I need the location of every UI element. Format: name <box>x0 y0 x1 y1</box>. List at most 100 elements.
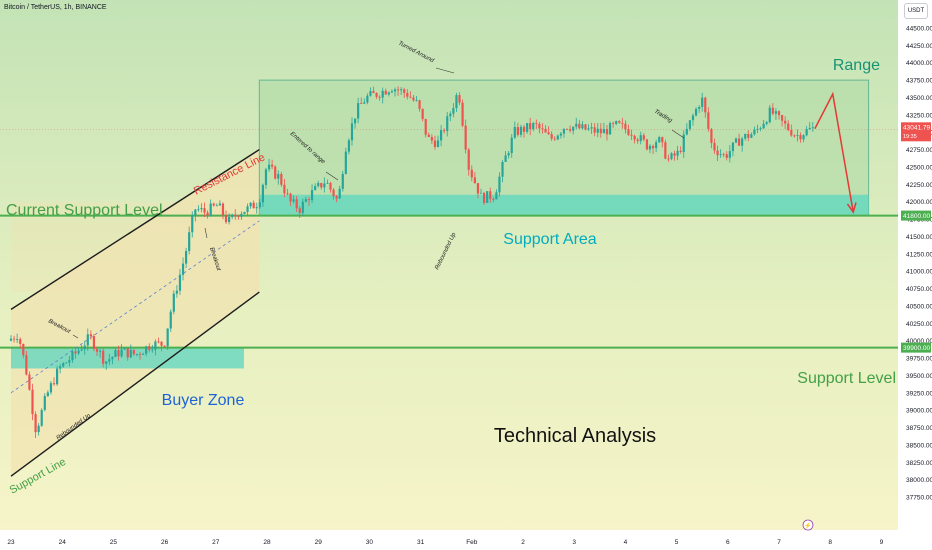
candle-body <box>572 126 575 131</box>
candle-body <box>102 350 105 364</box>
candle-body <box>784 120 787 124</box>
candle-body <box>645 139 649 150</box>
candle-body <box>424 118 427 135</box>
candle-body <box>753 129 756 135</box>
y-tick-label: 37750.00 <box>906 495 932 502</box>
candle-body <box>375 93 378 97</box>
candle-body <box>550 134 553 139</box>
candle-body <box>768 107 771 123</box>
y-tick-label: 40500.00 <box>906 303 932 310</box>
candle-body <box>553 138 556 140</box>
candle-body <box>396 89 400 91</box>
candle-body <box>615 121 618 124</box>
candle-body <box>329 182 332 190</box>
candle-body <box>679 150 682 152</box>
candle-body <box>519 126 523 135</box>
candle-body <box>347 140 351 152</box>
candle-body <box>80 349 83 351</box>
candle-body <box>65 362 68 364</box>
candle-body <box>661 137 664 143</box>
candle-body <box>289 193 292 202</box>
candle-body <box>274 166 277 179</box>
candle-body <box>49 383 53 393</box>
x-tick-label: 30 <box>366 539 374 546</box>
candle-body <box>495 192 498 200</box>
candle-body <box>728 151 731 158</box>
candle-body <box>756 128 759 130</box>
candle-body <box>436 140 440 147</box>
candle-body <box>461 102 464 126</box>
candle-body <box>12 338 16 340</box>
candle-body <box>565 128 569 130</box>
candle-body <box>117 350 120 357</box>
candle-body <box>522 126 526 132</box>
channel-fill <box>11 149 260 477</box>
candle-body <box>111 356 114 360</box>
candle-body <box>590 127 593 129</box>
candle-body <box>741 138 744 146</box>
candle-body <box>765 122 768 124</box>
candle-body <box>261 184 265 203</box>
technical-analysis-label: Technical Analysis <box>494 425 656 447</box>
candle-body <box>639 135 642 142</box>
candle-body <box>651 145 655 149</box>
x-tick-label: 28 <box>263 539 271 546</box>
x-tick-label: 6 <box>726 539 730 546</box>
currency-button[interactable]: USDT <box>904 3 928 19</box>
candle-body <box>98 350 102 352</box>
y-tick-label: 39750.00 <box>906 356 932 363</box>
candle-body <box>439 130 443 141</box>
y-tick-label: 42000.00 <box>906 199 932 206</box>
candle-body <box>52 383 56 385</box>
y-tick-label: 44250.00 <box>906 43 932 50</box>
x-tick-label: 4 <box>624 539 628 546</box>
candle-body <box>55 368 59 385</box>
x-tick-label: 31 <box>417 539 425 546</box>
x-tick-label: 24 <box>59 539 67 546</box>
level-price-value: 41800.00 <box>903 213 930 220</box>
y-tick-label: 40250.00 <box>906 321 932 328</box>
candle-body <box>240 213 243 217</box>
candle-body <box>314 186 317 191</box>
candle-body <box>185 250 188 264</box>
candle-body <box>584 124 587 130</box>
candle-body <box>332 189 335 197</box>
candle-body <box>790 129 793 136</box>
candle-body <box>234 214 237 217</box>
candle-body <box>197 209 200 211</box>
candle-body <box>612 123 615 124</box>
candle-body <box>685 128 688 135</box>
candle-body <box>713 142 716 151</box>
candle-body <box>636 139 639 142</box>
candle-body <box>326 182 329 184</box>
candle-body <box>452 108 455 114</box>
candle-body <box>9 338 13 341</box>
candle-body <box>120 349 123 357</box>
candle-body <box>372 91 375 94</box>
x-tick-label: 2 <box>521 539 525 546</box>
candle-body <box>267 164 271 170</box>
candle-body <box>341 173 344 189</box>
candle-body <box>25 355 28 375</box>
candle-body <box>224 215 228 223</box>
candle-body <box>89 334 92 337</box>
turned-around-arrow <box>435 67 455 74</box>
candle-body <box>215 205 218 207</box>
x-tick-label: 23 <box>7 539 15 546</box>
candle-body <box>547 132 550 135</box>
range-label: Range <box>833 57 880 74</box>
candle-body <box>393 89 397 92</box>
candle-body <box>323 183 326 188</box>
candle-body <box>246 206 249 212</box>
candle-body <box>218 203 221 206</box>
candle-body <box>787 123 790 130</box>
candle-body <box>123 348 126 350</box>
y-tick-label: 38750.00 <box>906 425 932 432</box>
candle-body <box>710 129 713 143</box>
candle-body <box>203 208 206 213</box>
candle-body <box>648 145 652 150</box>
candle-body <box>682 134 685 152</box>
candle-body <box>378 96 381 98</box>
candle-body <box>353 118 357 124</box>
